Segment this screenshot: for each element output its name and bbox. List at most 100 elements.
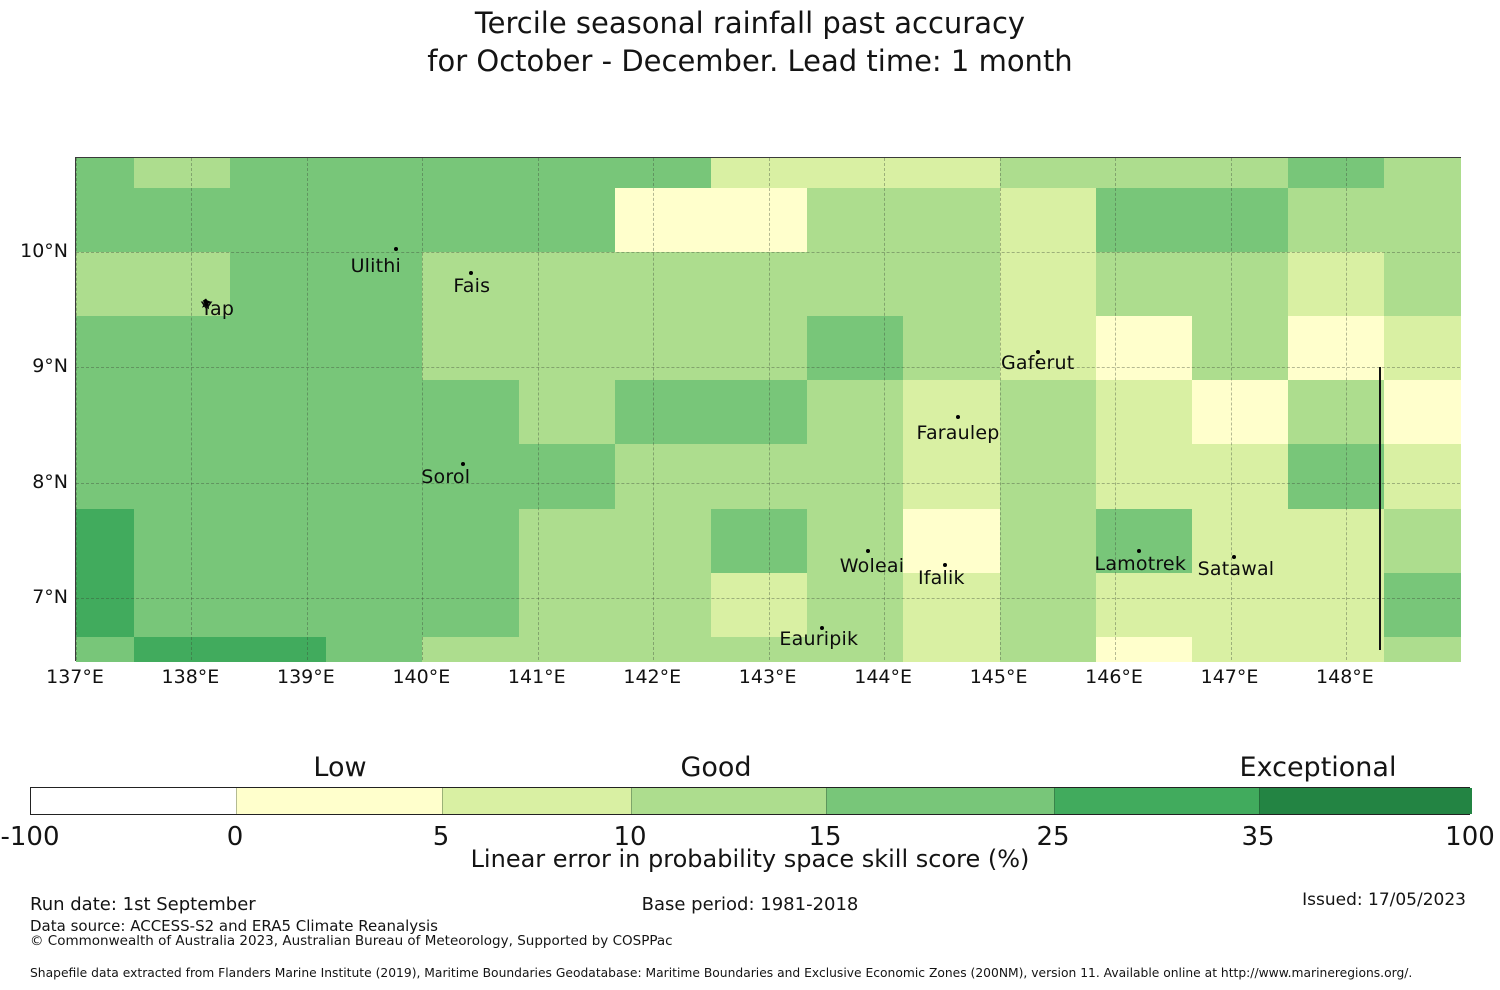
colorbar-tick-label: 0 (226, 822, 244, 852)
x-tick-label: 147°E (1200, 666, 1259, 688)
heatmap-cell (1288, 158, 1385, 188)
heatmap-cell (229, 316, 327, 381)
heatmap-cell (999, 508, 1096, 573)
heatmap-cell (326, 444, 423, 509)
heatmap-cell (807, 316, 904, 381)
heatmap-cell (710, 252, 808, 317)
faraulep-island-marker (956, 415, 961, 420)
heatmap-cell (133, 508, 230, 573)
colorbar (30, 787, 1472, 815)
x-tick-label: 143°E (738, 666, 797, 688)
heatmap-cell (999, 444, 1096, 509)
page-title: Tercile seasonal rainfall past accuracy (474, 6, 1026, 40)
heatmap-cell (614, 444, 711, 509)
heatmap-cell (229, 252, 327, 317)
fais-island-marker (468, 270, 473, 275)
heatmap-cell (1384, 187, 1462, 252)
parallel-gridline (76, 252, 1460, 253)
meridian-gridline (1115, 158, 1117, 660)
heatmap-cell (710, 316, 808, 381)
x-tick-label: 138°E (161, 666, 220, 688)
run-date-text: Run date: 1st September (30, 894, 256, 915)
woleai-island-marker (865, 549, 870, 553)
colorbar-tick-label: -100 (0, 822, 60, 852)
x-tick-label: 148°E (1316, 666, 1374, 688)
heatmap-cell (807, 444, 904, 509)
heatmap-cell (518, 572, 615, 637)
heatmap-cell (229, 158, 327, 188)
heatmap-cell (1192, 572, 1289, 637)
page-subtitle: for October - December. Lead time: 1 mon… (427, 44, 1073, 78)
meridian-gridline (422, 158, 424, 660)
heatmap-cell (422, 636, 519, 662)
colorbar-tick-label: 35 (1241, 822, 1275, 852)
parallel-gridline (76, 367, 1460, 369)
copyright-text: © Commonwealth of Australia 2023, Austra… (30, 933, 673, 949)
heatmap-cell (1095, 187, 1193, 252)
heatmap-cell (229, 572, 327, 637)
heatmap-cell (1288, 572, 1385, 637)
ulithi-island-marker (393, 246, 398, 251)
colorbar-segment (826, 788, 1055, 814)
heatmap-cell (518, 187, 615, 252)
heatmap-cell (76, 636, 134, 662)
heatmap-cell (76, 158, 134, 188)
colorbar-tick-label: 15 (808, 822, 842, 852)
heatmap-cell (999, 380, 1096, 445)
sorol-island-marker (460, 462, 465, 467)
heatmap-cell (807, 380, 904, 445)
heatmap-cell (903, 444, 1000, 509)
heatmap-cell (518, 508, 615, 573)
heatmap-cell (326, 572, 423, 637)
x-tick-label: 137°E (46, 666, 104, 688)
heatmap-cell (1095, 636, 1193, 662)
heatmap-cell (76, 444, 134, 509)
yap-island-marker (201, 298, 211, 310)
heatmap-cell (326, 508, 423, 573)
island-label: Faraulep (916, 422, 1000, 445)
heatmap-cell (1192, 508, 1289, 573)
meridian-gridline (768, 158, 770, 660)
heatmap-cell (903, 572, 1000, 637)
colorbar-segment (1259, 788, 1472, 814)
parallel-gridline (76, 482, 1460, 484)
heatmap-cell (1288, 444, 1385, 509)
y-tick-label: 7°N (32, 586, 68, 609)
heatmap-cell (1192, 444, 1289, 509)
heatmap-cell (229, 380, 327, 445)
meridian-gridline (306, 158, 308, 660)
heatmap-cell (807, 187, 904, 252)
island-label: Satawal (1197, 557, 1275, 580)
colorbar-segment (31, 788, 236, 814)
heatmap-cell (710, 572, 808, 637)
heatmap-cell (1288, 380, 1385, 445)
heatmap-cell (903, 636, 1000, 662)
heatmap-cell (1384, 316, 1462, 381)
heatmap-cell (903, 252, 1000, 317)
heatmap-cell (614, 187, 711, 252)
heatmap-cell (518, 158, 615, 188)
heatmap-cell (133, 572, 230, 637)
colorbar-category-label: Low (313, 752, 367, 783)
x-tick-label: 142°E (623, 666, 682, 688)
heatmap-cell (903, 508, 1000, 573)
heatmap-cell (1192, 187, 1289, 252)
heatmap-cell (229, 636, 327, 662)
heatmap-cell (76, 316, 134, 381)
lamotrek-island-marker (1137, 549, 1142, 553)
heatmap-cell (710, 187, 808, 252)
heatmap-cell (518, 380, 615, 445)
heatmap-cell (999, 316, 1096, 381)
heatmap-cell (903, 187, 1000, 252)
heatmap-cell (422, 444, 519, 509)
colorbar-segment (631, 788, 827, 814)
heatmap-cell (1095, 444, 1193, 509)
heatmap-cell (1384, 572, 1462, 637)
heatmap-cell (1288, 187, 1385, 252)
island-label: Ulithi (350, 254, 401, 277)
colorbar-tick-label: 5 (432, 822, 450, 852)
heatmap-cell (1095, 252, 1193, 317)
eez-boundary-line (1379, 367, 1382, 651)
heatmap-cell (518, 444, 615, 509)
meridian-gridline (1230, 158, 1232, 660)
